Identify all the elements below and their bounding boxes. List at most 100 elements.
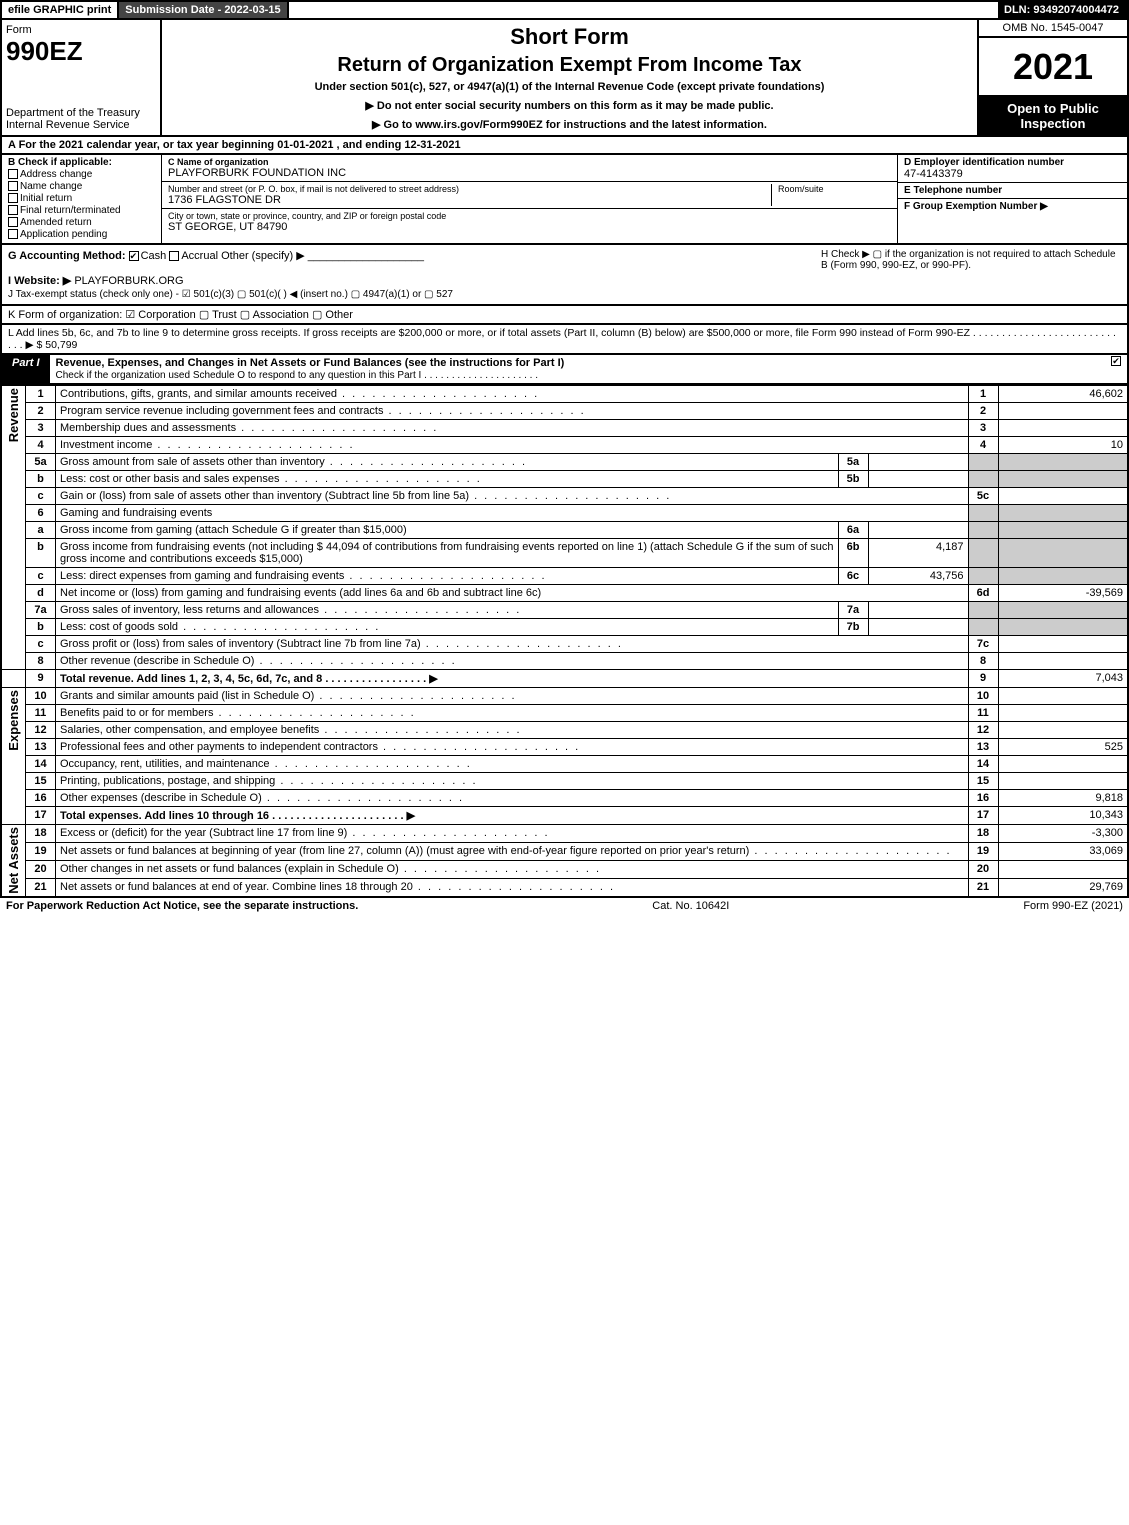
instruction-ssn: ▶ Do not enter social security numbers o… xyxy=(172,99,967,112)
top-bar: efile GRAPHIC print Submission Date - 20… xyxy=(0,0,1129,18)
chk-accrual[interactable] xyxy=(169,251,179,261)
table-row: bGross income from fundraising events (n… xyxy=(1,539,1128,568)
table-row: 21Net assets or fund balances at end of … xyxy=(1,878,1128,896)
section-def: D Employer identification number 47-4143… xyxy=(897,155,1127,243)
dln-number: DLN: 93492074004472 xyxy=(998,2,1127,18)
room-suite: Room/suite xyxy=(771,184,891,206)
header-left: Form 990EZ Department of the Treasury In… xyxy=(2,20,162,135)
chk-address-change[interactable]: Address change xyxy=(8,169,155,180)
tax-exempt-status: J Tax-exempt status (check only one) - ☑… xyxy=(8,289,1121,300)
tax-year: 2021 xyxy=(979,38,1127,97)
section-ghij: G Accounting Method: Cash Accrual Other … xyxy=(0,245,1129,306)
table-row: 2Program service revenue including gover… xyxy=(1,403,1128,420)
group-exemption-label: F Group Exemption Number ▶ xyxy=(904,201,1121,212)
line-17-amount: 10,343 xyxy=(998,807,1128,825)
line-l-gross-receipts: L Add lines 5b, 6c, and 7b to line 9 to … xyxy=(0,325,1129,355)
footer-paperwork: For Paperwork Reduction Act Notice, see … xyxy=(6,900,358,912)
street-address: 1736 FLAGSTONE DR xyxy=(168,194,771,206)
line-a-tax-year: A For the 2021 calendar year, or tax yea… xyxy=(0,137,1129,155)
submission-date: Submission Date - 2022-03-15 xyxy=(119,2,288,18)
table-row: dNet income or (loss) from gaming and fu… xyxy=(1,585,1128,602)
table-row: bLess: cost of goods sold7b xyxy=(1,619,1128,636)
form-of-organization: K Form of organization: ☑ Corporation ▢ … xyxy=(0,306,1129,325)
table-row: 13Professional fees and other payments t… xyxy=(1,739,1128,756)
efile-print-label[interactable]: efile GRAPHIC print xyxy=(2,2,119,18)
table-row: Expenses10Grants and similar amounts pai… xyxy=(1,688,1128,705)
chk-amended-return[interactable]: Amended return xyxy=(8,217,155,228)
form-word: Form xyxy=(6,24,156,36)
table-row: 4Investment income410 xyxy=(1,437,1128,454)
line-1-amount: 46,602 xyxy=(998,386,1128,403)
ein-block: D Employer identification number 47-4143… xyxy=(898,155,1127,183)
part-i-title: Revenue, Expenses, and Changes in Net As… xyxy=(50,355,1107,383)
form-header: Form 990EZ Department of the Treasury In… xyxy=(0,18,1129,137)
section-c-org-info: C Name of organization PLAYFORBURK FOUND… xyxy=(162,155,897,243)
table-row: 7aGross sales of inventory, less returns… xyxy=(1,602,1128,619)
address-label: Number and street (or P. O. box, if mail… xyxy=(168,184,771,194)
part-i-checkbox[interactable] xyxy=(1107,355,1127,383)
line-13-amount: 525 xyxy=(998,739,1128,756)
city-block: City or town, state or province, country… xyxy=(162,209,897,235)
expenses-side-label: Expenses xyxy=(6,690,21,751)
section-h-schedule-b: H Check ▶ ▢ if the organization is not r… xyxy=(821,249,1121,271)
department-label: Department of the Treasury Internal Reve… xyxy=(6,107,156,131)
address-block: Number and street (or P. O. box, if mail… xyxy=(162,182,897,209)
room-label: Room/suite xyxy=(778,184,891,194)
org-name: PLAYFORBURK FOUNDATION INC xyxy=(168,167,891,179)
footer-catalog: Cat. No. 10642I xyxy=(652,900,729,912)
website-value: PLAYFORBURK.ORG xyxy=(74,275,183,287)
table-row: 6Gaming and fundraising events xyxy=(1,505,1128,522)
table-row: aGross income from gaming (attach Schedu… xyxy=(1,522,1128,539)
table-row: 11Benefits paid to or for members11 xyxy=(1,705,1128,722)
open-public-badge: Open to Public Inspection xyxy=(979,97,1127,135)
line-19-amount: 33,069 xyxy=(998,842,1128,860)
table-row: cGain or (loss) from sale of assets othe… xyxy=(1,488,1128,505)
table-row: cGross profit or (loss) from sales of in… xyxy=(1,636,1128,653)
line-9-amount: 7,043 xyxy=(998,670,1128,688)
footer-form-ref: Form 990-EZ (2021) xyxy=(1023,900,1123,912)
table-row: 12Salaries, other compensation, and empl… xyxy=(1,722,1128,739)
telephone-label: E Telephone number xyxy=(904,185,1121,196)
table-row: 14Occupancy, rent, utilities, and mainte… xyxy=(1,756,1128,773)
chk-final-return[interactable]: Final return/terminated xyxy=(8,205,155,216)
part-i-table: Revenue 1 Contributions, gifts, grants, … xyxy=(0,385,1129,898)
part-i-header: Part I Revenue, Expenses, and Changes in… xyxy=(0,355,1129,385)
org-name-block: C Name of organization PLAYFORBURK FOUND… xyxy=(162,155,897,182)
header-middle: Short Form Return of Organization Exempt… xyxy=(162,20,977,135)
chk-cash[interactable] xyxy=(129,251,139,261)
subtitle: Under section 501(c), 527, or 4947(a)(1)… xyxy=(172,81,967,93)
city-state-zip: ST GEORGE, UT 84790 xyxy=(168,221,891,233)
part-i-label: Part I xyxy=(2,355,50,383)
city-label: City or town, state or province, country… xyxy=(168,211,891,221)
line-16-amount: 9,818 xyxy=(998,790,1128,807)
table-row: Revenue 1 Contributions, gifts, grants, … xyxy=(1,386,1128,403)
instruction-link: ▶ Go to www.irs.gov/Form990EZ for instru… xyxy=(172,118,967,131)
ein-value: 47-4143379 xyxy=(904,168,1121,180)
table-row: 9Total revenue. Add lines 1, 2, 3, 4, 5c… xyxy=(1,670,1128,688)
line-4-amount: 10 xyxy=(998,437,1128,454)
table-row: 20Other changes in net assets or fund ba… xyxy=(1,860,1128,878)
section-b-checkboxes: B Check if applicable: Address change Na… xyxy=(2,155,162,243)
table-row: 16Other expenses (describe in Schedule O… xyxy=(1,790,1128,807)
line-6d-amount: -39,569 xyxy=(998,585,1128,602)
table-row: 5aGross amount from sale of assets other… xyxy=(1,454,1128,471)
line-18-amount: -3,300 xyxy=(998,825,1128,843)
return-title: Return of Organization Exempt From Incom… xyxy=(172,54,967,77)
chk-name-change[interactable]: Name change xyxy=(8,181,155,192)
chk-application-pending[interactable]: Application pending xyxy=(8,229,155,240)
section-b-label: B Check if applicable: xyxy=(8,157,155,168)
table-row: 8Other revenue (describe in Schedule O)8 xyxy=(1,653,1128,670)
website-line: I Website: ▶ PLAYFORBURK.ORG xyxy=(8,274,1121,287)
form-number: 990EZ xyxy=(6,36,156,67)
table-row: bLess: cost or other basis and sales exp… xyxy=(1,471,1128,488)
line-6c-amount: 43,756 xyxy=(868,568,968,585)
table-row: 19Net assets or fund balances at beginni… xyxy=(1,842,1128,860)
org-name-label: C Name of organization xyxy=(168,157,891,167)
info-grid: B Check if applicable: Address change Na… xyxy=(0,155,1129,245)
netassets-side-label: Net Assets xyxy=(6,827,21,894)
table-row: Net Assets18Excess or (deficit) for the … xyxy=(1,825,1128,843)
chk-initial-return[interactable]: Initial return xyxy=(8,193,155,204)
table-row: 15Printing, publications, postage, and s… xyxy=(1,773,1128,790)
table-row: 3Membership dues and assessments3 xyxy=(1,420,1128,437)
telephone-block: E Telephone number xyxy=(898,183,1127,199)
